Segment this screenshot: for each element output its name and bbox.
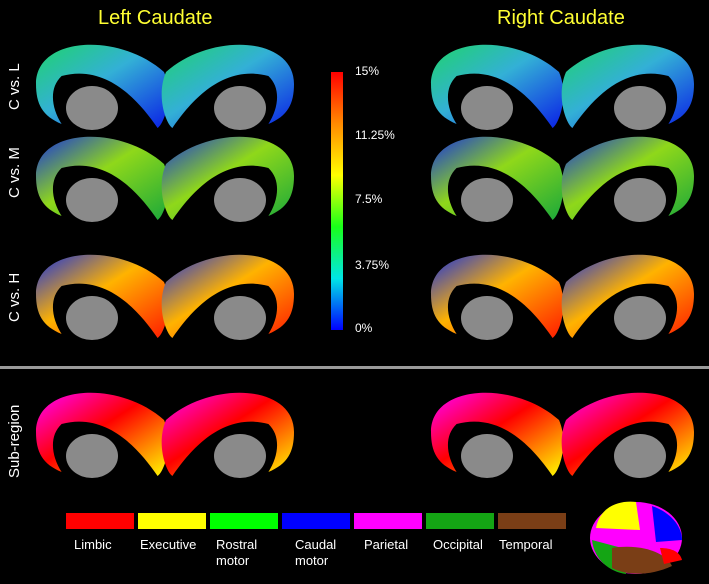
caudate-surface (431, 392, 564, 476)
legend-swatch-rostral-motor (210, 513, 278, 529)
brain-parcellation-icon (590, 501, 682, 574)
thalamus-shape (461, 86, 513, 130)
legend-label-rostral-motor: Rostral motor (216, 537, 258, 568)
legend-label-temporal: Temporal (499, 537, 553, 552)
legend-label-limbic: Limbic (74, 537, 112, 552)
legend-label-caudal-motor: Caudal motor (295, 537, 337, 568)
legend-swatch-temporal (498, 513, 566, 529)
thalamus-shape (461, 296, 513, 340)
thalamus-shape (214, 434, 266, 478)
colorbar-tick-11-25: 11.25% (355, 128, 395, 142)
thalamus-shape (66, 296, 118, 340)
legend-label-occipital: Occipital (433, 537, 483, 552)
thalamus-shape (614, 434, 666, 478)
thalamus-shape (66, 86, 118, 130)
colorbar-tick-15: 15% (355, 64, 380, 78)
thalamus-shape (214, 296, 266, 340)
thalamus-shape (461, 178, 513, 222)
brain-lobe (660, 548, 682, 564)
section-divider (0, 366, 709, 369)
caudate-surface (161, 392, 294, 476)
thalamus-shape (66, 434, 118, 478)
caudate-surface (431, 136, 564, 220)
caudate-surface (36, 44, 169, 128)
legend-swatch-occipital (426, 513, 494, 529)
thalamus-shape (66, 178, 118, 222)
colorbar-tick-0: 0% (355, 321, 373, 335)
colorbar-tick-7-5: 7.5% (355, 192, 383, 206)
brain-lobe (612, 546, 672, 574)
caudate-surface (161, 254, 294, 338)
caudate-surface (431, 44, 564, 128)
colorbar-tick-3-75: 3.75% (355, 258, 390, 272)
colorbar (331, 72, 343, 330)
thalamus-shape (614, 86, 666, 130)
caudate-surface (161, 44, 294, 128)
brain-lobe (596, 501, 640, 530)
caudate-surface (36, 254, 169, 338)
thalamus-shape (461, 434, 513, 478)
brain-lobe (652, 506, 682, 542)
legend-swatch-limbic (66, 513, 134, 529)
legend-label-executive: Executive (140, 537, 197, 552)
caudate-surface (431, 254, 564, 338)
legend-label-parietal: Parietal (364, 537, 409, 552)
caudate-surface (561, 392, 694, 476)
caudate-surface (36, 136, 169, 220)
legend-swatch-caudal-motor (282, 513, 350, 529)
caudate-surface (561, 136, 694, 220)
legend-swatch-executive (138, 513, 206, 529)
thalamus-shape (614, 296, 666, 340)
caudate-surface (36, 392, 169, 476)
right-caudate-heading: Right Caudate (497, 7, 625, 29)
thalamus-shape (214, 178, 266, 222)
thalamus-shape (214, 86, 266, 130)
thalamus-shape (614, 178, 666, 222)
left-caudate-heading: Left Caudate (98, 7, 213, 29)
caudate-surface (561, 254, 694, 338)
caudate-surface (561, 44, 694, 128)
caudate-surface (161, 136, 294, 220)
legend-swatch-parietal (354, 513, 422, 529)
